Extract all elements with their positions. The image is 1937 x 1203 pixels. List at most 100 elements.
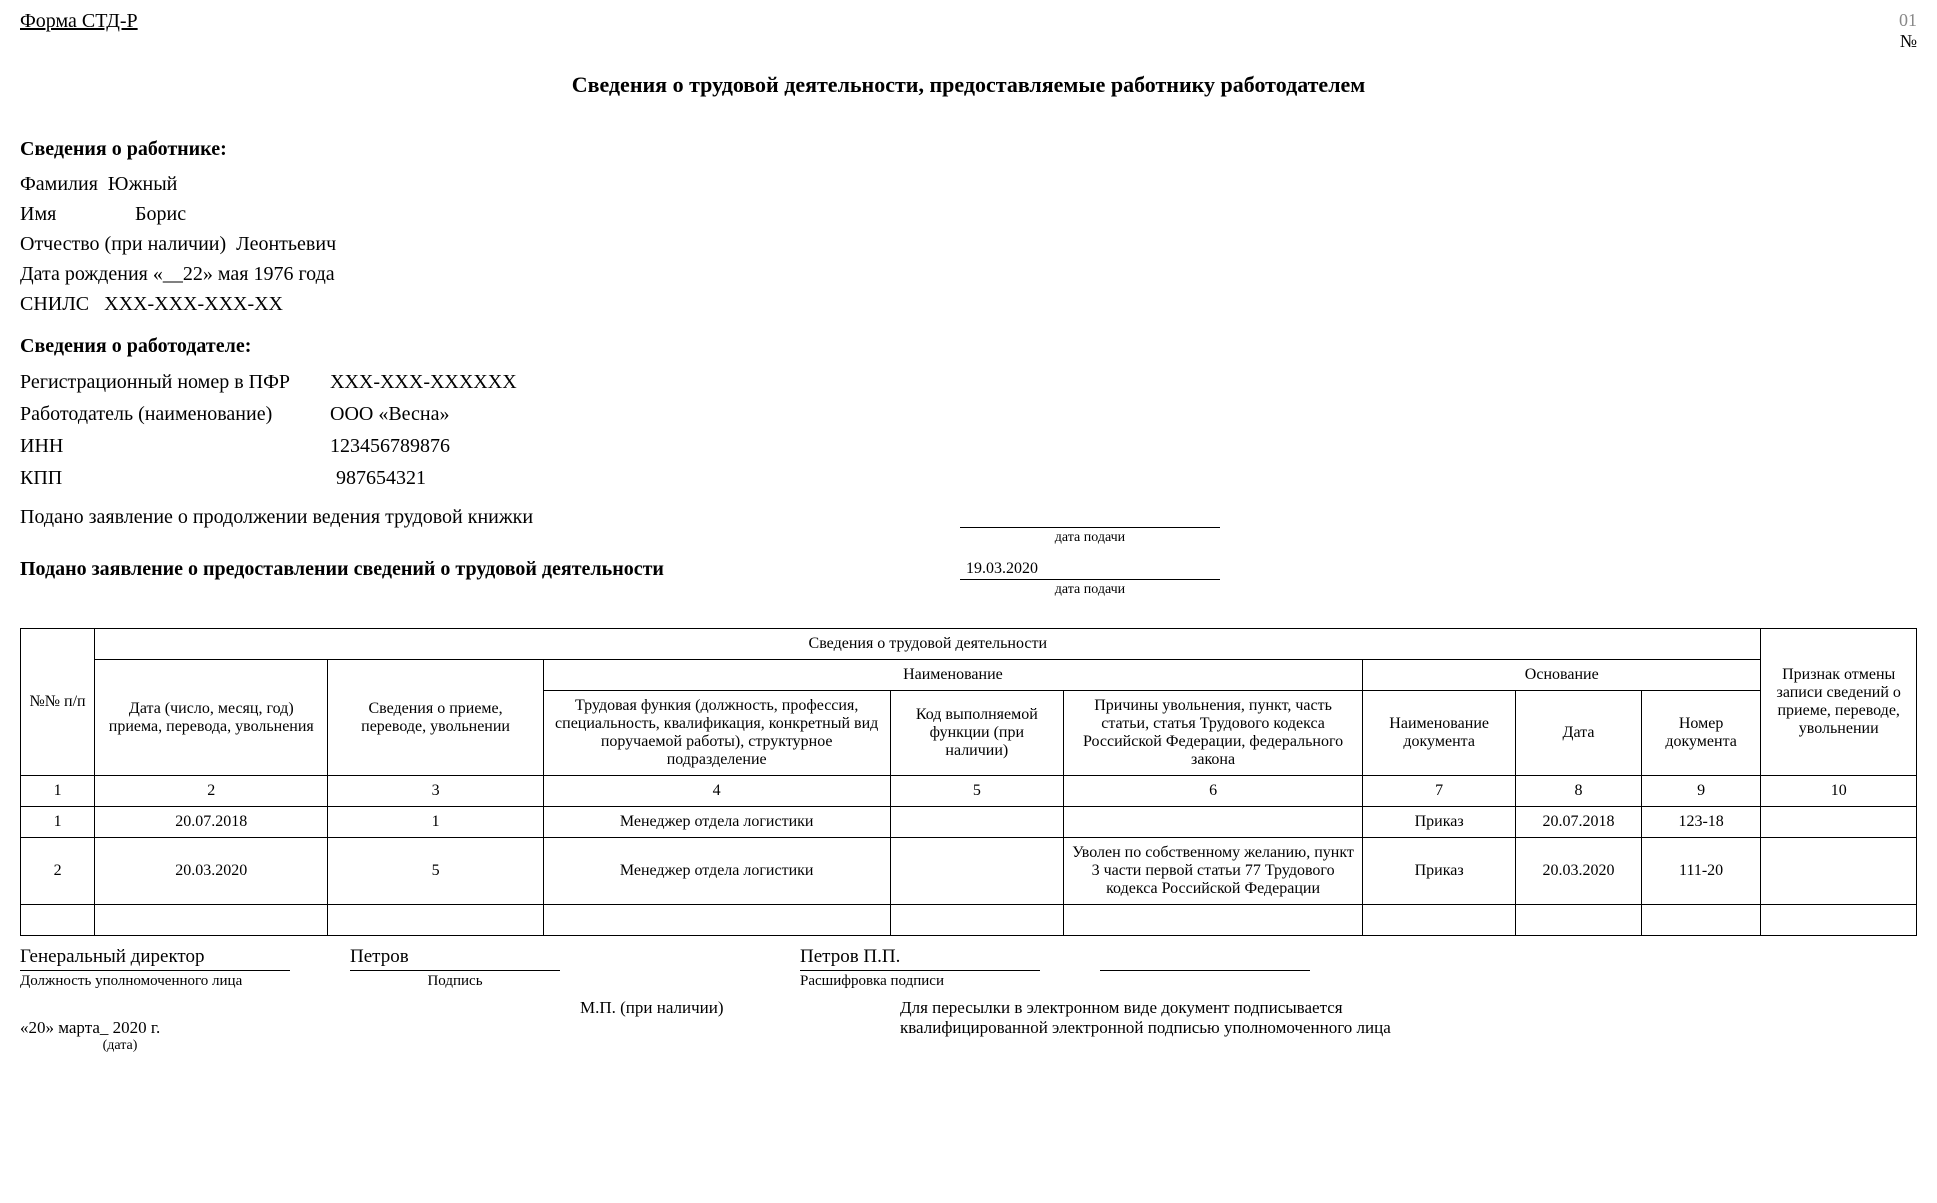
table-row: 120.07.20181Менеджер отдела логистикиПри… [21,807,1917,838]
employer-reg-line: Регистрационный номер в ПФР ХХХ-ХХХ-ХХХХ… [20,366,1917,398]
table-row: 2 20.03.2020 5Менеджер отдела логистики Уво… [21,838,1917,905]
col-docnum: Номер документа [1641,691,1761,776]
cell-docnum: 123-18 [1641,807,1761,838]
employer-inn-line: ИНН 123456789876 [20,430,1917,462]
cell-n: 1 [21,807,95,838]
empty-row [21,905,1917,936]
cell-docnum: 111-20 [1641,838,1761,905]
sig-position: Генеральный директор [20,946,290,971]
footer-row: М.П. (при наличии) Для пересылки в элект… [20,998,1917,1018]
num-1: 1 [21,776,95,807]
signature-block: Генеральный директор Должность уполномоч… [20,946,1917,990]
header-right-no: № [1899,31,1917,52]
sig-gap [620,946,740,990]
employee-name-label: Имя [20,199,100,229]
employee-dob: «__22» мая 1976 года [153,263,335,285]
col-code: Код выполняемой функции (при наличии) [890,691,1063,776]
header-row: Форма СТД-Р 01 № [20,10,1917,52]
employee-heading: Сведения о работнике: [20,138,1917,161]
sig-signature-caption: Подпись [350,973,560,990]
empty-cell [328,905,543,936]
cell-docname: Приказ [1363,838,1516,905]
cell-docdate: 20.07.2018 [1516,807,1642,838]
employee-dob-label: Дата рождения [20,259,148,289]
employer-name: ООО «Весна» [330,398,450,430]
num-2: 2 [95,776,328,807]
cell-event: 1 [328,807,543,838]
cell-reason: Уволен по собственному желанию, пункт 3 … [1064,838,1363,905]
footer-date: «20» марта_ 2020 г. (дата) [20,1018,580,1054]
page-title: Сведения о трудовой деятельности, предос… [20,72,1917,98]
activity-table: №№ п/п Сведения о трудовой деятельности … [20,628,1917,936]
sig-blank-col [1100,946,1310,990]
cell-cancel [1761,838,1917,905]
col-basis: Основание [1363,660,1761,691]
employer-kpp-line: КПП 987654321 [20,462,1917,494]
cell-docdate: 20.03.2020 [1516,838,1642,905]
cell-date: 20.07.2018 [95,807,328,838]
employee-patronymic-label: Отчество (при наличии) [20,229,226,259]
employer-name-line: Работодатель (наименование) ООО «Весна» [20,398,1917,430]
statement-2-text: Подано заявление о предоставлении сведен… [20,558,960,581]
col-docdate: Дата [1516,691,1642,776]
num-10: 10 [1761,776,1917,807]
cell-event: 5 [328,838,543,905]
employer-reg: ХХХ-ХХХ-ХХХХХХ [330,366,517,398]
col-date: Дата (число, месяц, год) приема, перевод… [95,660,328,776]
empty-cell [1641,905,1761,936]
statement-1: Подано заявление о продолжении ведения т… [20,506,1917,546]
cell-func: Менеджер отдела логистики [543,838,890,905]
employer-inn: 123456789876 [330,430,450,462]
col-docname: Наименование документа [1363,691,1516,776]
num-5: 5 [890,776,1063,807]
sig-decoded: Петров П.П. [800,946,1040,971]
cell-docname: Приказ [1363,807,1516,838]
employer-heading: Сведения о работодателе: [20,335,1917,358]
footer-row-2: «20» марта_ 2020 г. (дата) квалифицирова… [20,1018,1917,1054]
cell-n: 2 [21,838,95,905]
empty-cell [21,905,95,936]
employee-patronymic: Леонтьевич [236,233,336,255]
sig-blank [1100,946,1310,971]
form-label: Форма СТД-Р [20,10,138,52]
number-row: 1 2 3 4 5 6 7 8 9 10 [21,776,1917,807]
employee-patronymic-line: Отчество (при наличии) Леонтьевич [20,229,1917,259]
cell-reason [1064,807,1363,838]
empty-cell [95,905,328,936]
employee-surname-label: Фамилия [20,169,98,199]
cell-code [890,807,1063,838]
footer-date-text: «20» марта_ 2020 г. [20,1018,160,1037]
cell-cancel [1761,807,1917,838]
col-super: Сведения о трудовой деятельности [95,629,1761,660]
statement-1-date-caption: дата подачи [960,530,1220,546]
num-6: 6 [1064,776,1363,807]
employer-kpp-label: КПП [20,462,330,494]
col-event: Сведения о приеме, переводе, увольнении [328,660,543,776]
cell-func: Менеджер отдела логистики [543,807,890,838]
footer-mid-empty [580,1018,900,1054]
statement-1-text: Подано заявление о продолжении ведения т… [20,506,960,529]
employer-reg-label: Регистрационный номер в ПФР [20,366,330,398]
employee-dob-line: Дата рождения «__22» мая 1976 года [20,259,1917,289]
header-right: 01 № [1899,10,1917,52]
employer-name-label: Работодатель (наименование) [20,398,330,430]
footer-left [20,998,580,1018]
employee-surname: Южный [108,173,177,195]
employee-snils-label: СНИЛС [20,289,89,319]
empty-cell [1761,905,1917,936]
footer-electronic-1: Для пересылки в электронном виде докумен… [900,998,1917,1018]
sig-signature-col: Петров Подпись [350,946,560,990]
empty-cell [1516,905,1642,936]
statement-2-date-slot: 19.03.2020 дата подачи [960,558,1220,598]
statement-2-date: 19.03.2020 [960,558,1220,580]
sig-decoded-col: Петров П.П. Расшифровка подписи [800,946,1040,990]
sig-position-caption: Должность уполномоченного лица [20,973,290,990]
employee-snils: ХХХ-ХХХ-ХХХ-ХХ [104,293,283,315]
empty-cell [890,905,1063,936]
footer-mp: М.П. (при наличии) [580,998,900,1018]
employee-name-line: Имя Борис [20,199,1917,229]
num-7: 7 [1363,776,1516,807]
statement-2: Подано заявление о предоставлении сведен… [20,558,1917,598]
footer-date-caption: (дата) [20,1038,220,1054]
col-reason: Причины увольнения, пункт, часть статьи,… [1064,691,1363,776]
